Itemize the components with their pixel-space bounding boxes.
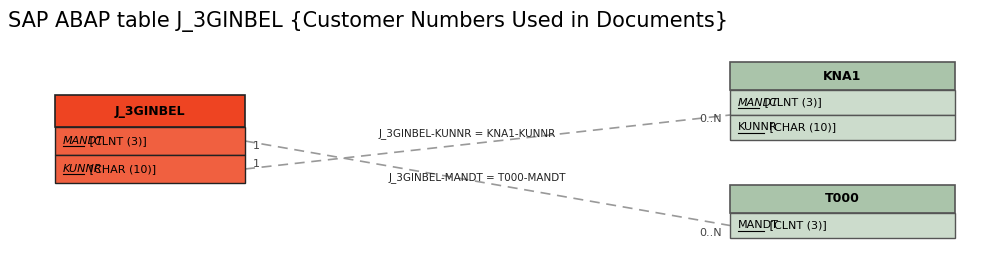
Text: KNA1: KNA1: [823, 69, 862, 82]
Text: MANDT: MANDT: [738, 221, 779, 231]
Text: MANDT: MANDT: [738, 98, 779, 108]
Text: 1: 1: [253, 159, 260, 169]
Text: 1: 1: [253, 141, 260, 151]
Text: 0..N: 0..N: [700, 228, 722, 238]
Bar: [730, 185, 955, 213]
Text: KUNNR: KUNNR: [738, 122, 778, 133]
Text: [CLNT (3)]: [CLNT (3)]: [766, 221, 826, 231]
Text: 0..N: 0..N: [700, 114, 722, 124]
Bar: [730, 213, 955, 238]
Bar: [55, 155, 245, 183]
Text: T000: T000: [825, 192, 860, 205]
Text: MANDT: MANDT: [63, 136, 104, 146]
Text: SAP ABAP table J_3GINBEL {Customer Numbers Used in Documents}: SAP ABAP table J_3GINBEL {Customer Numbe…: [8, 11, 728, 33]
Text: [CLNT (3)]: [CLNT (3)]: [86, 136, 147, 146]
Text: J_3GINBEL: J_3GINBEL: [115, 105, 186, 118]
Text: [CHAR (10)]: [CHAR (10)]: [766, 122, 836, 133]
Bar: [730, 115, 955, 140]
Bar: [55, 95, 245, 127]
Text: [CHAR (10)]: [CHAR (10)]: [86, 164, 156, 174]
Bar: [55, 127, 245, 155]
Text: J_3GINBEL-KUNNR = KNA1-KUNNR: J_3GINBEL-KUNNR = KNA1-KUNNR: [378, 128, 556, 140]
Bar: [730, 62, 955, 90]
Text: KUNNR: KUNNR: [63, 164, 103, 174]
Text: J_3GINBEL-MANDT = T000-MANDT: J_3GINBEL-MANDT = T000-MANDT: [388, 172, 566, 183]
Text: [CLNT (3)]: [CLNT (3)]: [762, 98, 822, 108]
Bar: [730, 90, 955, 115]
